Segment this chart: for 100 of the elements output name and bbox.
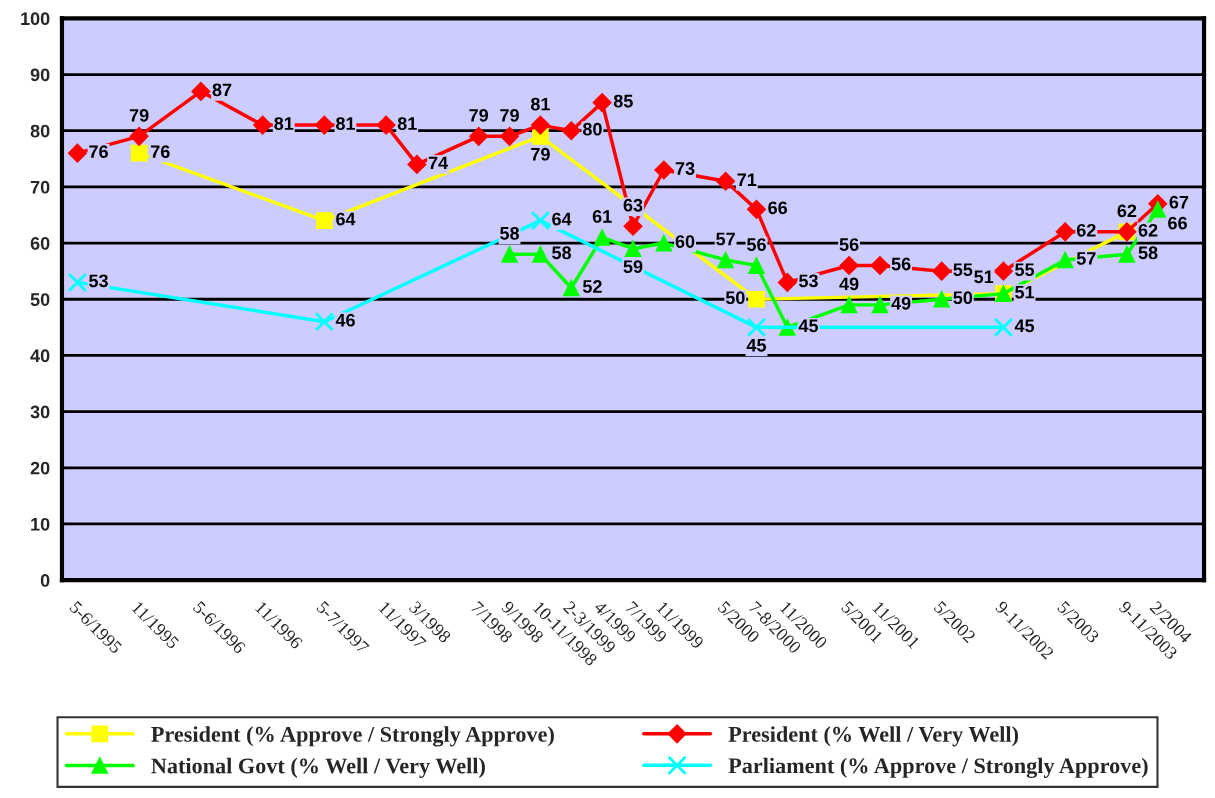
- point: [1055, 222, 1075, 242]
- point: [562, 279, 580, 297]
- point: [717, 251, 734, 269]
- point: [716, 171, 736, 191]
- data-label: 85: [613, 94, 633, 108]
- data-label: 81: [274, 117, 294, 130]
- point: [1056, 251, 1074, 269]
- data-label: 71: [737, 173, 757, 186]
- data-label: 81: [336, 117, 356, 130]
- data-label: 63: [623, 198, 643, 212]
- data-label: 59: [623, 260, 643, 273]
- data-label: 74: [428, 156, 449, 170]
- legend-label: President (% Well / Very Well): [728, 726, 1018, 747]
- data-label: 57: [716, 232, 735, 246]
- data-label: 53: [89, 274, 108, 288]
- legend-label: National Govt (% Well / Very Well): [151, 757, 485, 778]
- point: [530, 115, 550, 135]
- data-label: 80: [582, 122, 602, 136]
- point: [532, 245, 549, 263]
- y-tick-label: 90: [30, 68, 50, 82]
- point: [593, 229, 611, 246]
- point: [871, 296, 889, 314]
- legend-label: Parliament (% Approve / Strongly Approve): [728, 757, 1148, 778]
- data-label: 45: [798, 319, 819, 333]
- point: [748, 257, 765, 274]
- data-label: 51: [1015, 285, 1035, 299]
- point: [376, 115, 396, 135]
- data-label: 61: [592, 210, 612, 223]
- legend-label: President (% Approve / Strongly Approve): [151, 726, 554, 747]
- data-label: 50: [953, 291, 973, 305]
- data-label: 53: [799, 274, 818, 288]
- point: [839, 256, 859, 276]
- data-label: 50: [725, 291, 745, 305]
- data-label: 62: [1117, 204, 1137, 218]
- data-label: 66: [768, 201, 788, 215]
- data-label: 45: [1014, 319, 1035, 333]
- data-label: 76: [89, 145, 108, 159]
- point: [314, 312, 335, 332]
- point: [623, 216, 643, 236]
- data-label: 56: [747, 238, 766, 251]
- data-label: 56: [891, 257, 911, 271]
- y-tick-label: 30: [30, 405, 50, 419]
- point: [561, 121, 581, 141]
- data-label: 64: [552, 212, 572, 226]
- y-tick-label: 20: [30, 461, 50, 475]
- point: [870, 256, 890, 276]
- y-tick-label: 100: [21, 12, 50, 26]
- data-label: 55: [1015, 263, 1035, 277]
- data-label: 58: [500, 226, 520, 240]
- point: [129, 126, 149, 146]
- y-tick-label: 60: [30, 237, 50, 250]
- data-label: 58: [1138, 246, 1158, 260]
- point: [191, 81, 211, 101]
- data-label: 62: [1076, 223, 1096, 237]
- data-label: 76: [151, 145, 170, 159]
- point: [500, 126, 520, 146]
- data-label: 66: [1168, 216, 1187, 230]
- data-label: 56: [839, 238, 859, 251]
- point: [469, 126, 489, 146]
- point: [654, 160, 674, 180]
- point: [655, 234, 673, 252]
- y-tick-label: 0: [40, 574, 50, 587]
- data-label: 45: [746, 339, 767, 352]
- point: [592, 93, 612, 113]
- point: [840, 296, 858, 314]
- point: [130, 144, 148, 162]
- point: [777, 272, 797, 292]
- y-tick-label: 70: [30, 180, 50, 194]
- data-label: 64: [336, 212, 356, 226]
- data-label: 79: [129, 108, 149, 122]
- data-label: 81: [397, 117, 417, 130]
- point: [67, 272, 88, 293]
- data-label: 52: [582, 280, 602, 293]
- data-label: 55: [953, 263, 973, 277]
- point: [316, 212, 333, 229]
- y-tick-label: 50: [30, 293, 50, 306]
- y-tick-label: 10: [31, 517, 50, 531]
- data-label: 49: [891, 296, 911, 310]
- y-tick-label: 40: [30, 349, 50, 363]
- data-label: 57: [1076, 252, 1096, 265]
- point: [933, 290, 951, 308]
- point: [993, 261, 1013, 281]
- data-label: 67: [1169, 195, 1189, 209]
- point: [501, 245, 518, 263]
- point: [1149, 201, 1167, 218]
- data-label: 79: [500, 108, 519, 122]
- point: [530, 210, 551, 231]
- point: [993, 317, 1014, 338]
- point: [253, 115, 273, 135]
- point: [407, 154, 427, 174]
- data-label: 79: [469, 108, 489, 122]
- point: [748, 290, 765, 308]
- data-label: 46: [335, 313, 355, 327]
- data-label: 51: [974, 270, 994, 284]
- data-label: 81: [530, 97, 550, 111]
- point: [624, 240, 642, 258]
- point: [314, 115, 334, 135]
- data-label: 49: [839, 277, 859, 291]
- data-label: 73: [675, 162, 695, 175]
- point: [746, 199, 767, 219]
